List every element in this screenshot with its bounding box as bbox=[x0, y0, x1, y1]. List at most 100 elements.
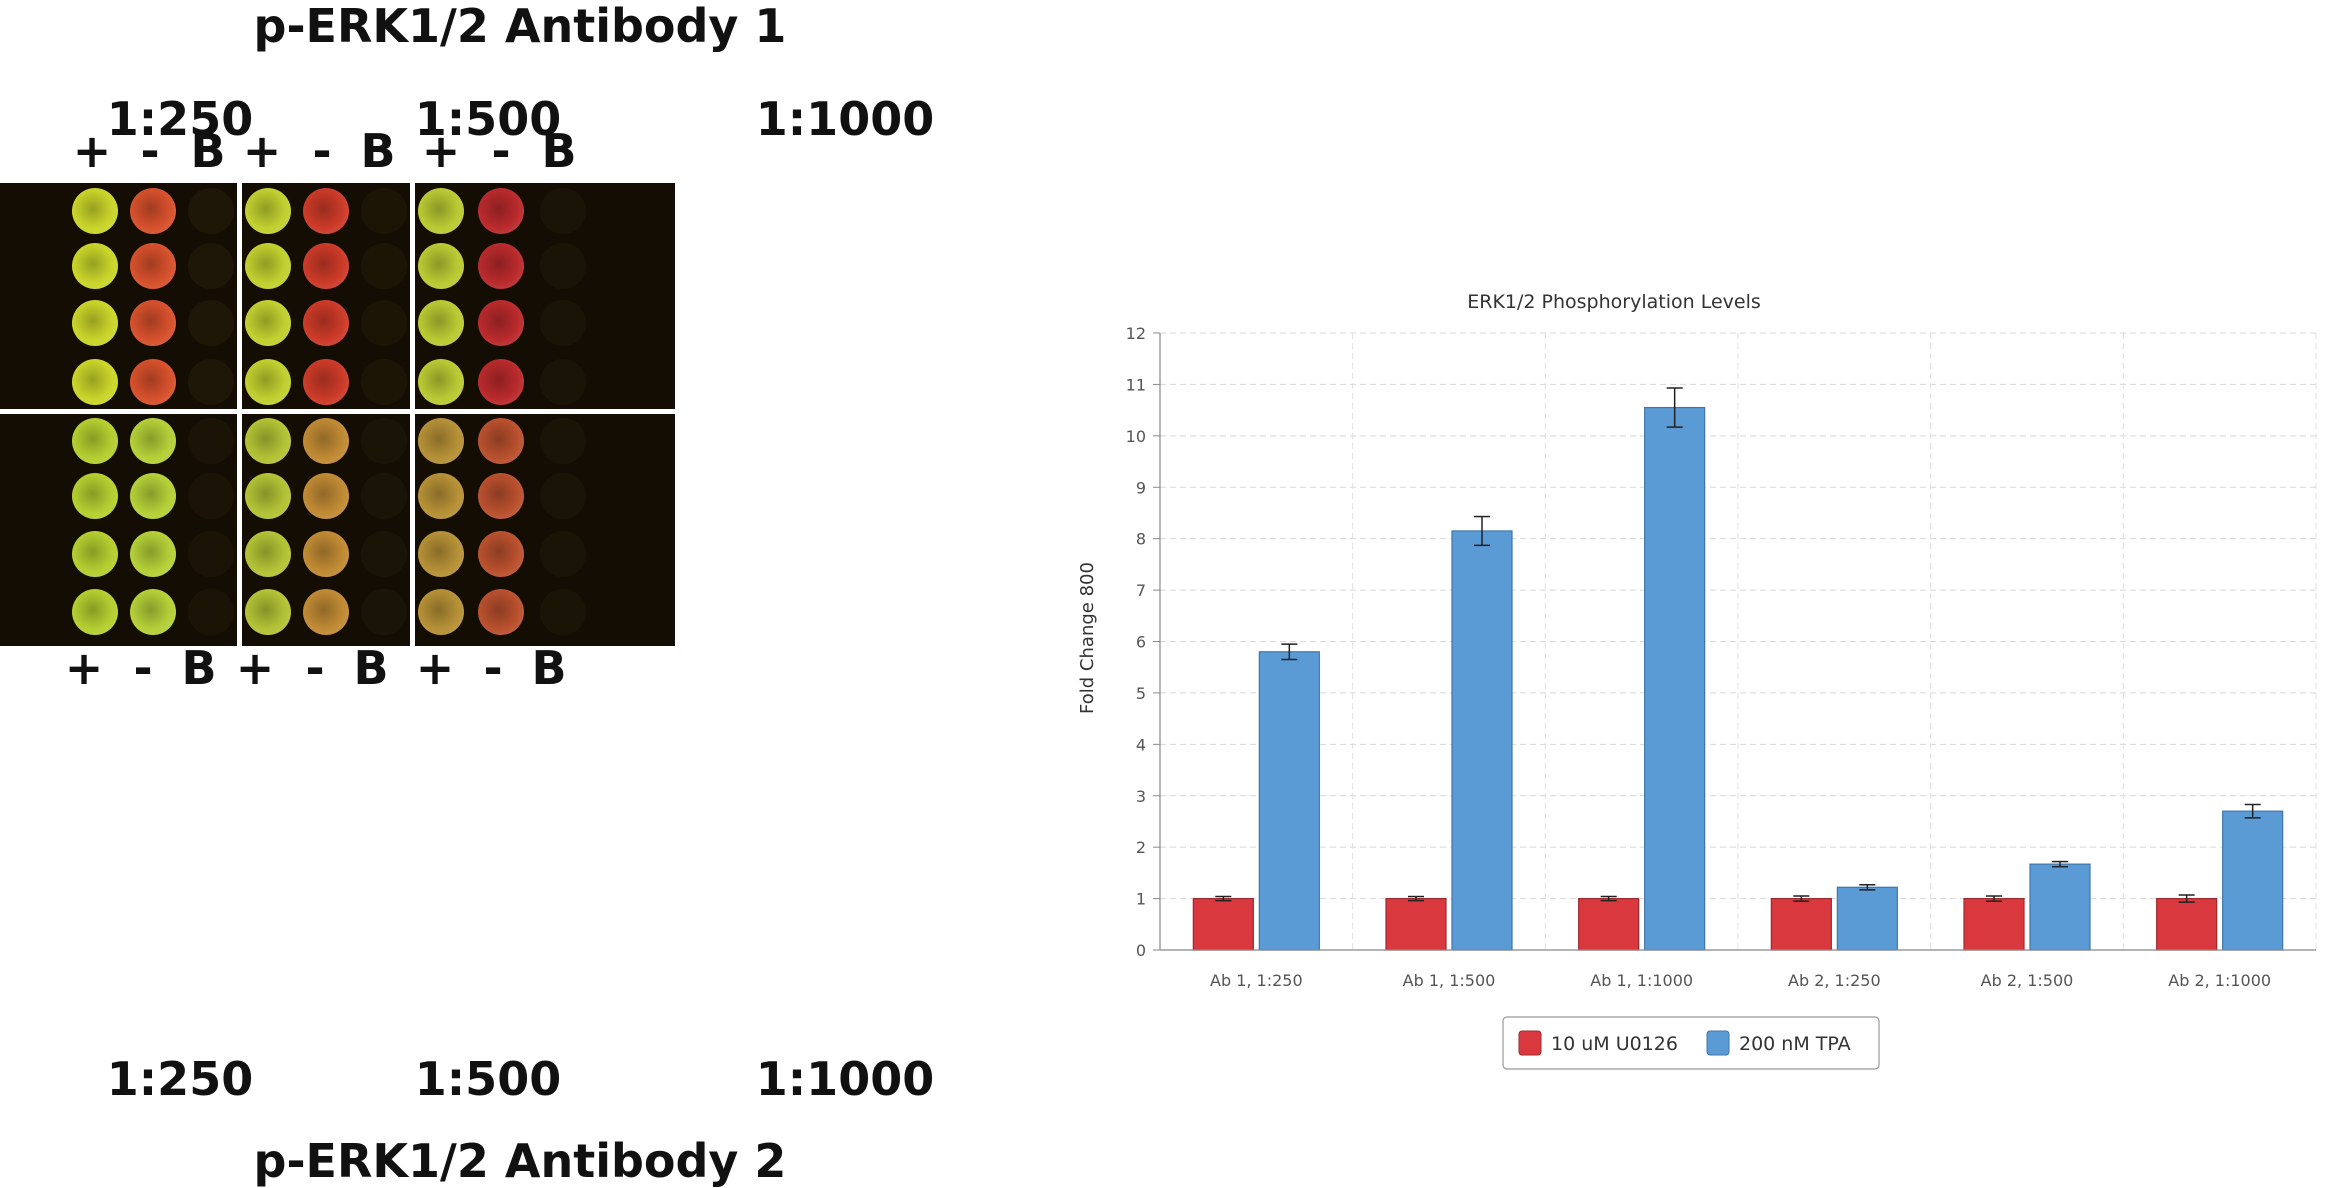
legend-label: 200 nM TPA bbox=[1739, 1033, 1851, 1055]
blot-well bbox=[361, 473, 407, 519]
blot-well bbox=[303, 473, 349, 519]
blot-well bbox=[361, 243, 407, 289]
y-tick-label: 4 bbox=[1136, 735, 1146, 754]
y-tick-label: 5 bbox=[1136, 684, 1146, 703]
bar bbox=[1770, 897, 1832, 951]
dilution-label-bottom-1: 1:250 bbox=[107, 1052, 253, 1106]
blot-well bbox=[245, 418, 291, 464]
blot-well bbox=[478, 243, 524, 289]
legend-swatch bbox=[1518, 1030, 1542, 1056]
blot-well bbox=[303, 589, 349, 635]
blot-well bbox=[188, 531, 234, 577]
blot-well bbox=[188, 359, 234, 405]
blot-well bbox=[478, 531, 524, 577]
lane-label-bottom: B bbox=[353, 641, 388, 695]
blot-well bbox=[418, 188, 464, 234]
blot-well bbox=[418, 418, 464, 464]
lane-label-top: - bbox=[491, 124, 510, 178]
blot-panels bbox=[0, 183, 675, 646]
blot-well bbox=[478, 188, 524, 234]
y-tick-label: 3 bbox=[1136, 787, 1146, 806]
bar bbox=[2156, 897, 2218, 951]
lane-label-top: - bbox=[312, 124, 331, 178]
blot-well bbox=[540, 243, 586, 289]
blot-well bbox=[303, 359, 349, 405]
blot-well bbox=[72, 300, 118, 346]
y-tick-label: 9 bbox=[1136, 478, 1146, 497]
y-tick-label: 7 bbox=[1136, 581, 1146, 600]
y-tick-label: 12 bbox=[1126, 324, 1146, 343]
blot-well bbox=[188, 243, 234, 289]
blot-well bbox=[245, 359, 291, 405]
blot-well bbox=[418, 589, 464, 635]
legend-box bbox=[1502, 1016, 1880, 1070]
error-bar bbox=[1793, 895, 1810, 902]
error-bar bbox=[1986, 895, 2002, 902]
lane-labels-bottom: + - B + - B + - B bbox=[65, 641, 567, 695]
blot-well bbox=[188, 473, 234, 519]
blot-well bbox=[540, 418, 586, 464]
chart-title: ERK1/2 Phosphorylation Levels bbox=[1467, 291, 1761, 313]
lane-label-bottom: - bbox=[483, 641, 502, 695]
y-axis-label: Fold Change 800 bbox=[1077, 562, 1098, 714]
blot-well bbox=[303, 188, 349, 234]
blot-well bbox=[188, 418, 234, 464]
lane-label-bottom: + bbox=[416, 641, 455, 695]
lane-label-top: + bbox=[73, 124, 112, 178]
y-tick-label: 11 bbox=[1126, 375, 1146, 394]
blot-well bbox=[540, 473, 586, 519]
error-bar bbox=[2052, 860, 2068, 868]
blot-well bbox=[418, 473, 464, 519]
legend-label: 10 uM U0126 bbox=[1551, 1033, 1678, 1055]
bar bbox=[1451, 530, 1513, 951]
x-tick-label: Ab 2, 1:500 bbox=[1981, 971, 2074, 990]
dilution-label-top-3: 1:1000 bbox=[756, 92, 934, 146]
error-bar bbox=[1600, 895, 1617, 902]
chart-grid bbox=[1159, 332, 2317, 951]
y-tick-label: 0 bbox=[1136, 941, 1146, 960]
blot-well bbox=[72, 418, 118, 464]
blot-well bbox=[361, 531, 407, 577]
y-tick-label: 6 bbox=[1136, 633, 1146, 652]
blot-bottom-title: p-ERK1/2 Antibody 2 bbox=[254, 1134, 787, 1188]
bar bbox=[2029, 863, 2091, 951]
blot-well bbox=[478, 473, 524, 519]
blot-well bbox=[130, 188, 176, 234]
blot-well bbox=[418, 531, 464, 577]
blot-well bbox=[72, 531, 118, 577]
blot-well bbox=[188, 589, 234, 635]
blot-well bbox=[361, 188, 407, 234]
blot-well bbox=[72, 359, 118, 405]
blot-well bbox=[245, 300, 291, 346]
blot-well bbox=[303, 300, 349, 346]
dilution-label-bottom-2: 1:500 bbox=[415, 1052, 561, 1106]
blot-top-title: p-ERK1/2 Antibody 1 bbox=[254, 0, 787, 53]
x-tick-label: Ab 1, 1:500 bbox=[1403, 971, 1496, 990]
blot-well bbox=[130, 243, 176, 289]
error-bar bbox=[2244, 803, 2261, 819]
lane-label-bottom: + bbox=[65, 641, 104, 695]
lane-label-top: - bbox=[140, 124, 159, 178]
blot-well bbox=[540, 589, 586, 635]
lane-label-top: + bbox=[243, 124, 282, 178]
lane-label-top: + bbox=[422, 124, 461, 178]
blot-well bbox=[478, 418, 524, 464]
lane-label-bottom: + bbox=[236, 641, 275, 695]
x-tick-label: Ab 2, 1:250 bbox=[1788, 971, 1881, 990]
error-bar bbox=[1215, 895, 1232, 902]
blot-well bbox=[303, 243, 349, 289]
legend-swatch bbox=[1706, 1030, 1730, 1056]
error-bar bbox=[1859, 883, 1876, 891]
blot-well bbox=[130, 473, 176, 519]
y-tick-label: 1 bbox=[1136, 890, 1146, 909]
x-tick-label: Ab 1, 1:250 bbox=[1210, 971, 1303, 990]
blot-well bbox=[361, 300, 407, 346]
blot-well bbox=[245, 188, 291, 234]
blot-well bbox=[540, 359, 586, 405]
lane-label-bottom: - bbox=[305, 641, 324, 695]
lane-label-top: B bbox=[360, 124, 395, 178]
blot-well bbox=[130, 359, 176, 405]
blot-well bbox=[540, 300, 586, 346]
lane-label-top: B bbox=[190, 124, 225, 178]
